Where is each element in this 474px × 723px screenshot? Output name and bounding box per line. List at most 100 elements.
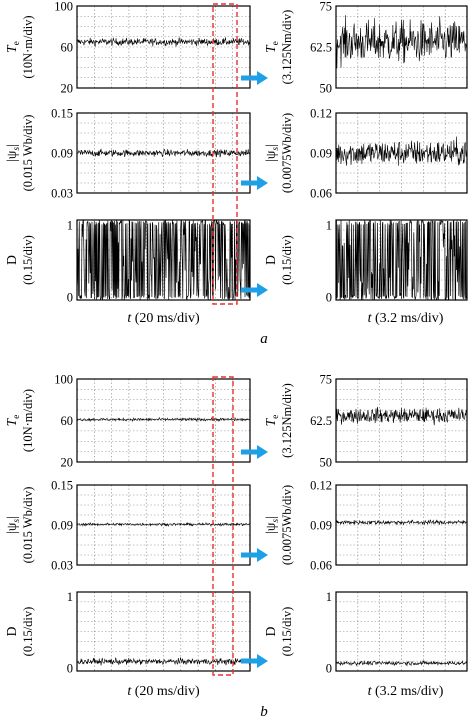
tick-label: 75 bbox=[320, 373, 333, 387]
tick-label: 0 bbox=[326, 661, 332, 675]
ylabel-left: |ψs| (0.015 Wb/div) bbox=[4, 115, 35, 192]
ylabel-right-unit: (0.15/div) bbox=[280, 607, 294, 657]
zoom-arrow-icon bbox=[241, 548, 268, 562]
plot-frame bbox=[335, 484, 468, 566]
ylabel-right: D (0.15/div) bbox=[263, 607, 294, 657]
tick-label: 0.09 bbox=[310, 147, 332, 161]
waveform-trace bbox=[76, 416, 251, 423]
plot-left-torque bbox=[76, 378, 251, 463]
ylabel-right: Te (3.125Nm/div) bbox=[263, 10, 294, 85]
tick-label: 0.06 bbox=[310, 559, 332, 573]
zoom-arrow-icon bbox=[241, 283, 268, 297]
zoom-arrow-icon bbox=[241, 176, 268, 190]
plot-frame bbox=[76, 378, 251, 463]
row-flux: 0.150.090.030.120.090.06|ψs| (0.015 Wb/di… bbox=[4, 107, 468, 201]
tick-label: 0.09 bbox=[310, 519, 332, 533]
tick-label: 1 bbox=[326, 590, 332, 604]
waveform-trace bbox=[335, 519, 468, 526]
ylabel-right-unit: (3.125Nm/div) bbox=[280, 10, 294, 85]
tick-label: 0 bbox=[326, 290, 332, 304]
waveform-trace bbox=[335, 15, 468, 69]
zoom-window bbox=[212, 376, 234, 676]
tick-label: 1 bbox=[67, 218, 73, 232]
plot-frame bbox=[76, 219, 251, 301]
ylabel-left: Te (10N·m/div) bbox=[4, 15, 35, 78]
ylabel-right-symbol: Te bbox=[263, 41, 281, 53]
ylabel-left-unit: (0.015 Wb/div) bbox=[21, 487, 35, 564]
ylabel-right: D (0.15/div) bbox=[263, 235, 294, 285]
tick-label: 1 bbox=[326, 218, 332, 232]
ylabel-left-symbol: D bbox=[4, 255, 19, 265]
waveform-trace bbox=[76, 37, 251, 47]
ylabel-left-symbol: D bbox=[4, 626, 19, 636]
tick-label: 75 bbox=[320, 0, 333, 14]
ylabel-right-unit: (0.0075Wb/div) bbox=[280, 113, 294, 193]
tick-label: 50 bbox=[320, 82, 333, 96]
tick-label: 0.06 bbox=[310, 187, 332, 201]
ylabel-left-unit: (0.015 Wb/div) bbox=[21, 115, 35, 192]
ylabel-right-symbol: Te bbox=[263, 415, 281, 427]
tick-label: 60 bbox=[61, 41, 74, 55]
waveform-trace bbox=[335, 219, 468, 302]
tick-label: 0.09 bbox=[51, 519, 73, 533]
tick-label: 0.03 bbox=[51, 187, 73, 201]
tick-label: 0.09 bbox=[51, 147, 73, 161]
tick-label: 1 bbox=[67, 590, 73, 604]
zoom-arrow-icon bbox=[241, 445, 268, 459]
ylabel-left: Te (10N·m/div) bbox=[4, 389, 35, 452]
ylabel-left-unit: (0.15/div) bbox=[21, 235, 35, 285]
plot-right-duty bbox=[335, 219, 468, 302]
waveform-trace bbox=[335, 136, 468, 166]
plot-left-torque bbox=[76, 5, 251, 89]
ylabel-left-unit: (0.15/div) bbox=[21, 607, 35, 657]
panel-label: a bbox=[260, 331, 268, 347]
tick-label: 20 bbox=[61, 456, 74, 470]
plot-right-flux bbox=[335, 484, 468, 566]
plot-right-torque bbox=[335, 5, 468, 89]
tick-label: 0.15 bbox=[51, 479, 73, 493]
waveform-trace bbox=[335, 406, 468, 426]
waveform-trace bbox=[335, 660, 468, 667]
plot-frame bbox=[335, 112, 468, 194]
ylabel-right-unit: (0.0075Wb/div) bbox=[280, 485, 294, 565]
plot-frame bbox=[335, 219, 468, 301]
ylabel-left: D (0.15/div) bbox=[4, 607, 35, 657]
ylabel-left: |ψs| (0.015 Wb/div) bbox=[4, 487, 35, 564]
tick-label: 0 bbox=[67, 290, 73, 304]
ylabel-left-symbol: Te bbox=[4, 41, 22, 53]
panel-label: b bbox=[260, 704, 268, 720]
tick-label: 0.12 bbox=[310, 479, 332, 493]
plot-frame bbox=[335, 378, 468, 463]
ylabel-left: D (0.15/div) bbox=[4, 235, 35, 285]
xlabel-right: t (3.2 ms/div) bbox=[368, 311, 444, 326]
plot-left-flux bbox=[76, 484, 251, 566]
zoom-arrow-icon bbox=[241, 654, 268, 668]
tick-label: 50 bbox=[320, 456, 333, 470]
waveform-trace bbox=[76, 219, 251, 301]
ylabel-right: |ψs| (0.0075Wb/div) bbox=[263, 485, 294, 565]
ylabel-right-unit: (3.125Nm/div) bbox=[280, 383, 294, 458]
ylabel-right-symbol: |ψs| bbox=[263, 144, 281, 162]
ylabel-right: Te (3.125Nm/div) bbox=[263, 383, 294, 458]
plot-left-flux bbox=[76, 112, 251, 194]
xlabel-right: t (3.2 ms/div) bbox=[368, 684, 444, 699]
ylabel-right-symbol: |ψs| bbox=[263, 516, 281, 534]
waveform-trace bbox=[76, 148, 251, 158]
ylabel-left-unit: (10N·m/div) bbox=[21, 15, 35, 78]
xlabel-left: t (20 ms/div) bbox=[127, 311, 200, 326]
plot-frame bbox=[76, 484, 251, 566]
ylabel-right-symbol: D bbox=[263, 626, 278, 636]
plot-right-flux bbox=[335, 112, 468, 194]
xlabel-left: t (20 ms/div) bbox=[127, 684, 200, 699]
plot-frame bbox=[335, 5, 468, 89]
tick-label: 0.15 bbox=[51, 107, 73, 121]
ylabel-left-symbol: Te bbox=[4, 415, 22, 427]
tick-label: 0.03 bbox=[51, 559, 73, 573]
plot-frame bbox=[335, 591, 468, 672]
tick-label: 0.12 bbox=[310, 107, 332, 121]
